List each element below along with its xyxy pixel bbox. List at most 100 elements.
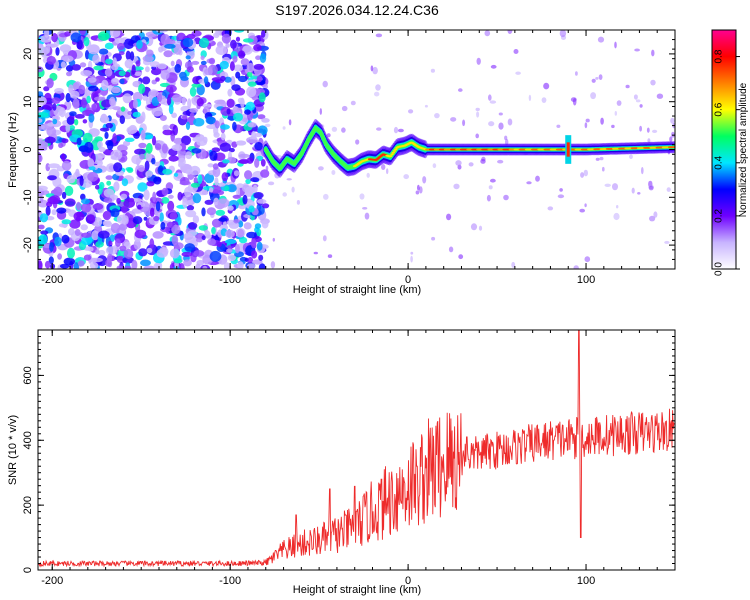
- spectrogram-noise-cell: [209, 250, 222, 262]
- spectrogram-noise-cell: [65, 92, 71, 103]
- spectrogram-noise-cell: [453, 183, 460, 190]
- spectrogram-noise-cell: [103, 197, 113, 203]
- spectrogram-noise-cell: [664, 240, 670, 244]
- spectrogram-noise-cell: [132, 99, 138, 109]
- spectrogram-noise-cell: [102, 210, 112, 221]
- spectrogram-noise-cell: [265, 165, 269, 171]
- spectrogram-noise-cell: [145, 134, 154, 140]
- spectrogram-noise-cell: [179, 180, 191, 186]
- spectrogram-noise-cell: [470, 223, 478, 231]
- spectrogram-noise-cell: [119, 78, 125, 85]
- spectrogram-noise-cell: [38, 152, 42, 163]
- spectrogram-noise-cell: [262, 83, 268, 90]
- spectrogram-noise-cell: [239, 236, 248, 244]
- spectrogram-noise-cell: [341, 127, 346, 133]
- spectrogram-noise-cell: [584, 122, 588, 129]
- spectrogram-noise-cell: [196, 139, 207, 146]
- spectrogram-noise-cell: [193, 117, 205, 127]
- spectrogram-noise-cell: [264, 123, 271, 128]
- spectrogram-noise-cell: [327, 254, 333, 258]
- spectrogram-noise-cell: [164, 43, 176, 49]
- spectrogram-noise-cell: [507, 30, 513, 34]
- spectrogram-noise-cell: [56, 207, 67, 214]
- spectrogram-noise-cell: [142, 55, 154, 62]
- spectrogram-noise-cell: [541, 97, 547, 103]
- spectrogram-noise-cell: [233, 170, 240, 177]
- spectrogram-noise-cell: [97, 230, 110, 239]
- spectrogram-noise-cell: [60, 61, 66, 69]
- snr-frame: [37, 329, 676, 571]
- spectrogram-noise-cell: [80, 224, 88, 231]
- spectrogram-noise-cell: [221, 172, 229, 182]
- spectrogram-noise-cell: [99, 127, 110, 132]
- spectrogram-noise-cell: [616, 205, 619, 209]
- spectrogram-noise-cell: [173, 258, 183, 264]
- spectrogram-noise-cell: [629, 154, 633, 159]
- spectrogram-noise-cell: [233, 30, 245, 33]
- spectrogram-noise-cell: [98, 48, 109, 55]
- spectrogram-noise-cell: [161, 197, 170, 204]
- spectrogram-noise-cell: [93, 65, 104, 71]
- spectrogram-noise-cell: [419, 186, 423, 194]
- spectrogram-y-ticks: -20 -10 0 10 20: [22, 29, 675, 270]
- spectrogram-noise-cell: [488, 94, 492, 101]
- spectrogram-noise-cell: [535, 175, 540, 182]
- spectrogram-noise-cell: [143, 265, 156, 269]
- spectrogram-noise-cell: [67, 247, 75, 259]
- spectrogram-noise-cell: [109, 234, 115, 242]
- spectrogram-noise-cell: [79, 30, 86, 36]
- spectrogram-noise-cell: [602, 166, 605, 172]
- spectrogram-noise-cell: [44, 260, 51, 269]
- spectrogram-noise-cell: [282, 192, 288, 197]
- spectrogram-noise-cell: [93, 217, 103, 227]
- spectrogram-noise-cell: [397, 128, 404, 133]
- spectrogram-noise-cell: [61, 234, 70, 244]
- spectrogram-noise-cell: [254, 158, 260, 168]
- spectrogram-noise-cell: [197, 174, 203, 185]
- spectrogram-noise-cell: [49, 242, 54, 252]
- spectrogram-noise-cell: [169, 212, 178, 220]
- spectrogram-noise-cell: [66, 71, 72, 77]
- spectrogram-noise-cell: [136, 40, 143, 49]
- spectrogram-noise-cell: [570, 97, 577, 102]
- spectrogram-noise-cell: [38, 66, 44, 73]
- spectrogram-noise-cell: [198, 225, 208, 231]
- spectrogram-noise-cell: [190, 182, 200, 188]
- spectrogram-noise-cell: [370, 65, 374, 72]
- spectrogram-noise-cell: [229, 61, 235, 72]
- spectrogram-noise-cell: [182, 37, 194, 48]
- spectrogram-noise-cell: [171, 112, 178, 119]
- spectrogram-noise-cell: [70, 90, 80, 99]
- spectrogram-noise-cell: [61, 138, 69, 144]
- spectrogram-noise-cell: [161, 187, 169, 196]
- spectrogram-noise-cell: [543, 82, 550, 90]
- spectrogram-noise-cell: [51, 209, 57, 216]
- spectrogram-noise-cell: [649, 215, 656, 222]
- spectrogram-noise-cell: [129, 51, 135, 61]
- spectrogram-noise-cell: [83, 36, 90, 47]
- spectrogram-noise-cell: [261, 118, 270, 123]
- spectrogram-noise-cell: [120, 106, 126, 112]
- spectrogram-noise-cell: [87, 77, 97, 83]
- spectrogram-noise-cell: [118, 51, 125, 56]
- spectrogram-noise-cell: [614, 41, 617, 49]
- spectrogram-noise-cell: [424, 104, 428, 108]
- colorbar-tick-label: 0.6: [714, 102, 725, 116]
- spectrogram-noise-cell: [639, 125, 642, 132]
- spectrogram-noise-cell: [116, 197, 121, 205]
- spectrogram-noise-cell: [313, 251, 318, 255]
- spectrogram-noise-cell: [238, 153, 250, 158]
- colorbar-ticks: 0.0 0.2 0.4 0.6 0.8: [714, 49, 740, 276]
- spectrogram-noise-cell: [192, 215, 200, 224]
- spectrogram-noise-cell: [187, 230, 198, 237]
- spectrogram-noise-cell: [258, 254, 264, 261]
- spectrogram-noise-cell: [89, 262, 99, 269]
- spectrogram-noise-cell: [244, 257, 249, 262]
- spectrogram-noise-cell: [141, 111, 146, 122]
- snr-plot-area: [38, 330, 675, 568]
- snr-y-tick-label: 600: [22, 366, 34, 384]
- spectrogram-noise-cell: [261, 30, 266, 38]
- spectrogram-noise-cell: [76, 201, 81, 211]
- spectrogram-noise-cell: [70, 32, 82, 43]
- spectrogram-noise-cell: [121, 178, 129, 187]
